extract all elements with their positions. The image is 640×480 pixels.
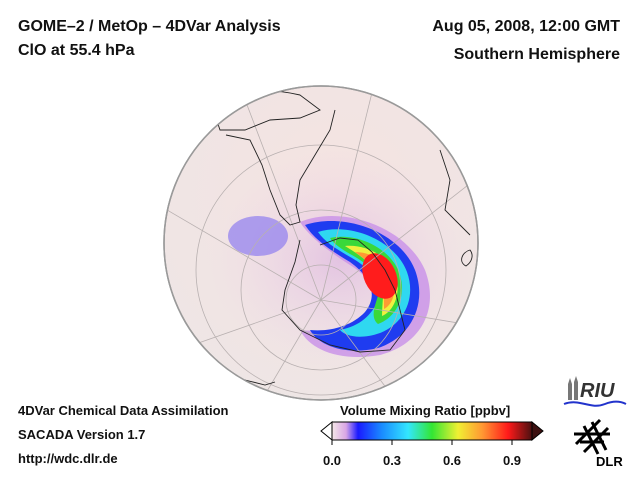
dlr-logo-text: DLR: [596, 454, 623, 469]
colorbar-max-arrow: [531, 420, 544, 442]
species-label: ClO at 55.4 hPa: [18, 42, 135, 59]
vortex-red-core: [362, 253, 398, 299]
colorbar-min-arrow: [320, 420, 333, 442]
colorbar-tick-label: 0.3: [382, 453, 402, 468]
graticule: [164, 86, 478, 400]
map-title: GOME–2 / MetOp – 4DVar Analysis: [18, 18, 281, 35]
colorbar-tick-label: 0.9: [502, 453, 522, 468]
clo-field: [164, 86, 478, 400]
colorbar-tick-label: 0.6: [442, 453, 462, 468]
colorbar-title: Volume Mixing Ratio [ppbv]: [340, 403, 511, 418]
colorbar: [320, 420, 544, 445]
colorbar-gradient: [331, 421, 533, 441]
cathedral-icon: [568, 376, 578, 400]
datetime-label: Aug 05, 2008, 12:00 GMT: [432, 18, 620, 35]
dlr-emblem-icon: [574, 418, 610, 455]
colorbar-tick-label: 0.0: [322, 453, 342, 468]
globe-outline: [163, 85, 479, 401]
footer-line1: 4DVar Chemical Data Assimilation: [18, 403, 229, 418]
region-label: Southern Hemisphere: [453, 46, 620, 63]
dlr-logo: DLR: [574, 418, 623, 469]
riu-logo-text: RIU: [580, 380, 615, 402]
footer-url[interactable]: http://wdc.dlr.de: [18, 451, 118, 466]
footer-line2: SACADA Version 1.7: [18, 427, 146, 442]
riu-logo: RIU: [563, 376, 627, 407]
wave-icon: [563, 400, 627, 407]
colorbar-ticks: [331, 440, 513, 445]
logos: RIU DLR: [563, 376, 627, 469]
